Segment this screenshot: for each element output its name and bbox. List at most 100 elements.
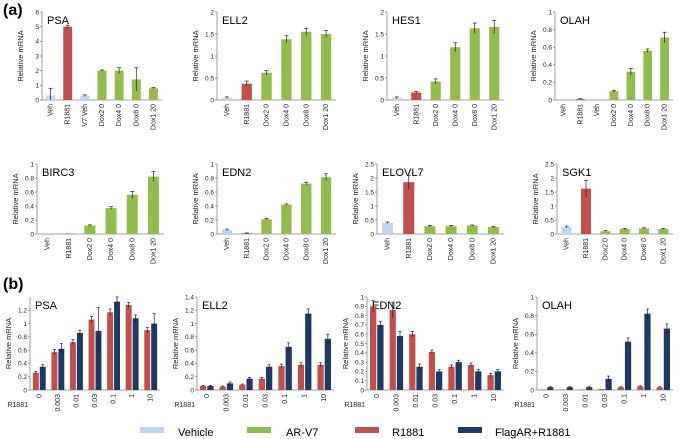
bar	[107, 312, 114, 390]
chart-title: BIRC3	[42, 167, 74, 179]
bar	[547, 387, 554, 390]
chart-title: OLAH	[542, 300, 572, 312]
y-tick-label: 3	[35, 53, 39, 60]
x-tick-label: 0.003	[223, 394, 230, 412]
bar	[598, 389, 605, 390]
x-tick-label: 0.01	[243, 394, 250, 408]
bar	[148, 88, 158, 100]
bar	[239, 384, 246, 390]
y-tick-label: 0	[23, 387, 27, 394]
x-tick-label: Veh	[48, 104, 55, 116]
x-tick-label: 0.1	[282, 394, 289, 404]
y-tick-label: 1.5	[205, 31, 214, 38]
y-tick-label: 1	[35, 83, 39, 90]
bar	[76, 332, 83, 390]
bar	[105, 208, 117, 234]
chart-a-olah: OLAH 0 0.2 0.4 0.6 0.8 1 Relative mRNA Veh R1881 V…	[529, 9, 673, 130]
legend-swatch-r1881	[355, 427, 379, 433]
y-tick-label: 0.6	[525, 332, 534, 339]
y-tick-label: 1	[190, 321, 194, 328]
x-tick-label: 0.1	[621, 394, 628, 404]
y-tick-label: 0	[380, 97, 384, 104]
bar	[617, 387, 624, 390]
bar	[396, 336, 404, 390]
bar	[95, 330, 102, 390]
bar	[151, 323, 158, 390]
y-tick-label: 0.2	[525, 369, 534, 376]
x-tick-label: 0.03	[602, 394, 609, 408]
bar	[487, 375, 494, 390]
chart-a-hes1: HES1 0 0.5 1 1.5 2 Relative mRNA Veh R1881 Dox2 0…	[361, 9, 504, 130]
y-tick-label: 1.4	[185, 294, 194, 301]
y-tick-label: 0.2	[205, 217, 214, 224]
legend-swatch-ar-v7	[247, 427, 271, 433]
y-tick-label: 1	[370, 203, 374, 210]
bar	[580, 188, 592, 234]
x-tick-label: 0	[36, 394, 43, 398]
bar	[297, 364, 305, 390]
chart-title: SGK1	[562, 167, 591, 179]
y-tick-label: 0.7	[355, 322, 364, 329]
bar	[644, 313, 651, 390]
bar	[32, 372, 39, 390]
y-tick-label: 2	[210, 9, 214, 16]
bar	[660, 37, 669, 100]
y-tick-label: 1.5	[375, 31, 384, 38]
y-tick-label: 1	[530, 294, 534, 301]
x-tick-label: R1881	[413, 104, 420, 125]
bar	[637, 386, 644, 390]
y-tick-label: 0.9	[355, 304, 364, 311]
bar	[626, 71, 636, 100]
x-tick-label: 10	[660, 394, 667, 402]
y-tick-label: 2	[550, 175, 554, 182]
x-tick-label: 1	[472, 394, 479, 398]
y-axis-label: Relative mRNA	[171, 318, 180, 369]
panel-label-a: (a)	[3, 2, 23, 19]
bar	[80, 95, 90, 100]
x-tick-label: Dox2 0	[611, 104, 618, 126]
y-tick-label: 1	[550, 203, 554, 210]
bar	[324, 338, 331, 390]
chart-title: ELL2	[202, 300, 228, 312]
x-tick-label: 0.1	[452, 394, 459, 404]
bar	[39, 366, 46, 390]
x-tick-label: 0.03	[92, 394, 99, 408]
bar	[494, 371, 501, 390]
bar	[656, 387, 663, 390]
x-tick-label: Veh	[385, 238, 392, 250]
bar	[624, 341, 632, 390]
y-tick-label: 0.4	[205, 203, 214, 210]
x-tick-label: 0.03	[263, 394, 270, 408]
bar	[382, 222, 394, 234]
panel-label-b: (b)	[3, 276, 23, 293]
x-tick-label: 0.03	[433, 394, 440, 408]
bar	[88, 319, 95, 390]
bar	[409, 334, 416, 390]
bar	[450, 47, 461, 100]
x-tick-label: Dox8 0	[645, 104, 652, 126]
legend-swatch-vehicle	[140, 427, 164, 433]
y-tick-label: 0.5	[365, 217, 374, 224]
bar	[114, 70, 124, 100]
y-tick-label: 2	[380, 9, 384, 16]
legend: Vehicle AR-V7 R1881 FlagAR+R1881	[140, 427, 571, 439]
bar	[663, 328, 671, 390]
bar	[487, 227, 499, 234]
bar	[455, 362, 462, 390]
x-tick-label: Dox4 0	[628, 104, 635, 126]
y-tick-label: 0.4	[355, 350, 364, 357]
x-tick-label: Dox1 20	[662, 104, 669, 130]
y-tick-label: 1	[23, 321, 27, 328]
y-tick-label: 0.2	[543, 80, 552, 87]
x-tick-label: Veh	[594, 104, 601, 116]
x-tick-label: Veh	[45, 238, 52, 250]
bar	[586, 387, 593, 390]
y-tick-label: 2.5	[365, 161, 374, 168]
bar	[132, 318, 139, 390]
x-tick-label: Dox4 0	[108, 238, 115, 260]
bar	[403, 182, 415, 234]
bar	[411, 92, 422, 100]
y-tick-label: 1.2	[18, 308, 27, 315]
x-tick-label: 0.01	[413, 394, 420, 408]
